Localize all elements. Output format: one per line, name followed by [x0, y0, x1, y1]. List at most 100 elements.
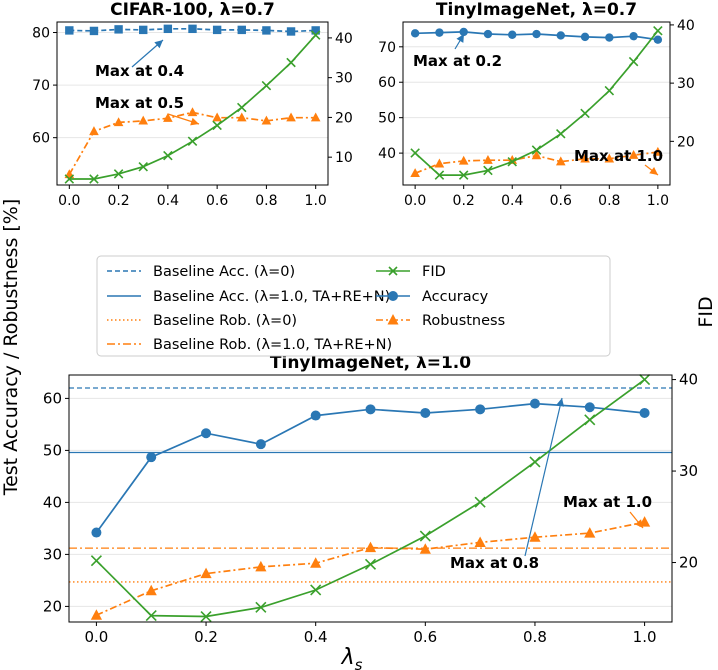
robustness-point	[483, 154, 493, 164]
x-tick-label: 0.0	[404, 193, 426, 209]
x-tick-label: 0.4	[501, 193, 523, 209]
accuracy-point	[475, 404, 486, 415]
accuracy-point	[114, 25, 123, 34]
y-tick-label: 70	[32, 78, 50, 94]
robustness-point	[113, 117, 124, 127]
y2-tick-label: 30	[335, 71, 353, 87]
fid-point	[145, 610, 157, 622]
robustness-point	[653, 146, 663, 156]
x-tick-label: 0.4	[157, 193, 179, 209]
annotation-label: Max at 1.0	[574, 147, 663, 165]
robustness-point	[200, 567, 212, 579]
fid-point	[507, 156, 517, 167]
robustness-point	[364, 541, 377, 553]
annotation-label: Max at 0.2	[413, 52, 502, 70]
legend-label: Accuracy	[422, 289, 489, 305]
accuracy-point	[311, 26, 320, 35]
robustness-point	[89, 126, 99, 136]
accuracy-point	[435, 28, 444, 37]
y-tick-label: 40	[43, 493, 62, 511]
accuracy-point	[255, 439, 266, 450]
accuracy-point	[188, 24, 197, 34]
series-line-accuracy	[95, 402, 645, 534]
fid-point	[212, 120, 222, 131]
y2-tick-label: 10	[335, 150, 353, 166]
accuracy-point	[556, 31, 565, 40]
x-tick-label: 1.0	[647, 193, 669, 209]
accuracy-point	[146, 452, 157, 463]
robustness-point	[236, 112, 247, 122]
y2-tick-label: 40	[677, 18, 695, 34]
robustness-point	[64, 169, 75, 179]
robustness-point	[410, 168, 420, 178]
robustness-point	[212, 112, 222, 122]
y-tick-label: 40	[378, 146, 396, 162]
legend-label: Baseline Rob. (λ=1.0, TA+RE+N)	[153, 337, 392, 353]
robustness-point	[580, 153, 590, 163]
x-tick-label: 0.2	[194, 628, 218, 646]
fid-point	[410, 148, 420, 158]
x-axis-label-sub: s	[355, 656, 363, 670]
fid-point	[261, 80, 272, 91]
y2-tick-label: 20	[335, 110, 353, 126]
fid-point	[113, 169, 124, 179]
annotation-arrowhead	[556, 398, 565, 407]
annotation-arrowhead	[154, 40, 163, 49]
fid-point	[286, 57, 296, 68]
legend-marker	[388, 291, 398, 301]
robustness-point	[419, 543, 431, 554]
accuracy-point	[237, 25, 246, 35]
y-tick-label: 20	[43, 597, 62, 615]
annotation-arrow	[524, 397, 563, 557]
accuracy-point	[629, 31, 638, 41]
fid-point	[556, 129, 566, 139]
y-tick-label: 60	[378, 75, 396, 91]
accuracy-point	[89, 26, 99, 36]
robustness-point	[310, 557, 322, 568]
chart-title: TinyImageNet, λ=0.7	[436, 0, 637, 20]
fid-point	[483, 165, 493, 176]
accuracy-point	[529, 398, 540, 409]
fid-point	[90, 555, 102, 567]
robustness-point	[138, 115, 149, 125]
fid-point	[419, 530, 431, 542]
x-tick-label: 0.8	[523, 628, 547, 646]
y2-tick-label: 40	[335, 31, 353, 47]
accuracy-point	[65, 26, 74, 35]
accuracy-point	[201, 428, 212, 439]
legend-marker	[388, 266, 398, 276]
fid-point	[255, 601, 267, 613]
chart-title: TinyImageNet, λ=1.0	[270, 353, 471, 373]
fid-point	[584, 414, 596, 426]
accuracy-point	[532, 29, 541, 39]
fid-point	[89, 174, 99, 184]
accuracy-point	[410, 29, 420, 38]
legend-label: Baseline Acc. (λ=0)	[153, 264, 295, 280]
legend-label: Robustness	[422, 313, 505, 329]
fid-point	[653, 25, 663, 36]
y2-tick-label: 30	[677, 76, 695, 92]
accuracy-point	[139, 25, 148, 35]
y-tick-label: 30	[43, 545, 62, 563]
y-axis-label-left: Test Accuracy / Robustness [%]	[0, 199, 22, 497]
robustness-point	[529, 531, 541, 542]
fid-point	[639, 374, 651, 386]
fid-point	[529, 456, 541, 468]
annotation-arrowhead	[456, 34, 464, 43]
x-tick-label: 1.0	[633, 628, 657, 646]
plot-frame	[402, 21, 671, 186]
panel-cifar100: CIFAR-100, λ=0.7 60 70 80 10 20 30 40 0.0 0.2 0.4 0…	[32, 0, 353, 209]
accuracy-point	[580, 32, 590, 42]
fid-point	[200, 610, 212, 623]
accuracy-point	[483, 29, 493, 39]
accuracy-point	[212, 25, 222, 35]
x-tick-label: 0.2	[453, 193, 475, 209]
x-tick-label: 0.8	[598, 193, 620, 209]
accuracy-point	[310, 410, 321, 421]
y-tick-label: 50	[378, 111, 396, 127]
y-tick-label: 60	[43, 389, 62, 407]
x-tick-label: 0.6	[413, 628, 437, 646]
annotation-label: Max at 0.4	[95, 62, 184, 80]
y-tick-label: 50	[43, 441, 62, 459]
